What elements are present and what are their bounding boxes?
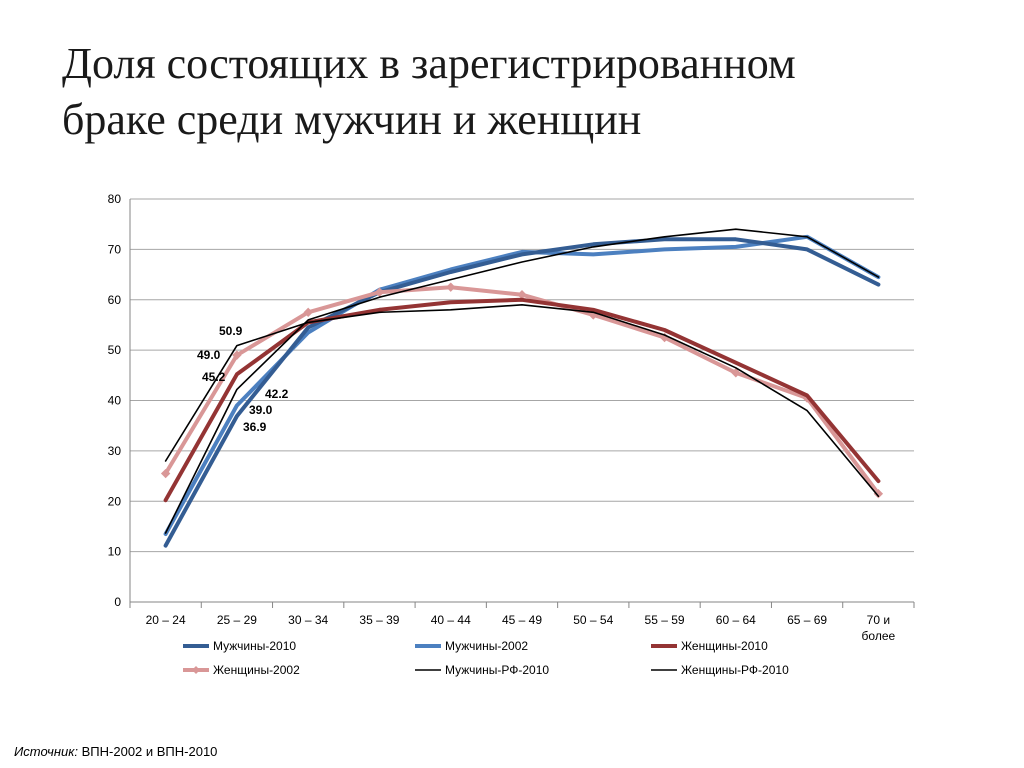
x-tick-label: 55 – 59 xyxy=(645,613,685,627)
legend-marker xyxy=(192,666,200,674)
data-label: 45.2 xyxy=(202,370,226,384)
data-label: 36.9 xyxy=(243,420,267,434)
data-point-marker xyxy=(160,468,171,479)
data-label: 50.9 xyxy=(219,324,243,338)
title-line-1: Доля состоящих в зарегистрированном xyxy=(62,39,796,88)
data-point-marker xyxy=(446,282,456,292)
x-tick-label: более xyxy=(862,629,896,643)
x-tick-label: 35 – 39 xyxy=(359,613,399,627)
legend-label: Мужчины-2002 xyxy=(445,639,528,653)
x-tick-label: 40 – 44 xyxy=(431,613,471,627)
x-tick-label: 20 – 24 xyxy=(146,613,186,627)
y-tick-label: 70 xyxy=(108,242,122,256)
data-point-marker xyxy=(232,350,242,360)
data-point-marker xyxy=(374,287,385,297)
series-line-6 xyxy=(164,303,880,498)
series-line-3 xyxy=(163,297,881,503)
series-line-5 xyxy=(164,228,880,534)
data-label: 49.0 xyxy=(197,348,221,362)
y-tick-label: 0 xyxy=(114,595,121,609)
y-tick-label: 80 xyxy=(108,192,122,206)
y-tick-label: 10 xyxy=(108,545,122,559)
title-line-2: браке среди мужчин и женщин xyxy=(62,95,642,144)
legend-label: Женщины-2002 xyxy=(213,663,300,677)
x-tick-label: 25 – 29 xyxy=(217,613,257,627)
x-tick-label: 45 – 49 xyxy=(502,613,542,627)
data-label: 42.2 xyxy=(265,387,289,401)
source-label: Источник: xyxy=(14,744,78,759)
data-point-marker xyxy=(731,368,741,378)
legend-label: Мужчины-2010 xyxy=(213,639,296,653)
legend-label: Женщины-2010 xyxy=(681,639,768,653)
legend-label: Женщины-РФ-2010 xyxy=(681,663,789,677)
y-tick-label: 50 xyxy=(108,343,122,357)
source-text: ВПН-2002 и ВПН-2010 xyxy=(81,744,218,759)
legend-label: Мужчины-РФ-2010 xyxy=(445,663,549,677)
series-line-1 xyxy=(163,237,881,548)
x-tick-label: 65 – 69 xyxy=(787,613,827,627)
x-tick-label: 70 и xyxy=(867,613,890,627)
page-title: Доля состоящих в зарегистрированном брак… xyxy=(62,36,962,148)
x-tick-label: 30 – 34 xyxy=(288,613,328,627)
x-tick-label: 60 – 64 xyxy=(716,613,756,627)
x-tick-label: 50 – 54 xyxy=(573,613,613,627)
source-note: Источник: ВПН-2002 и ВПН-2010 xyxy=(14,744,217,759)
y-tick-label: 40 xyxy=(108,394,122,408)
data-point-marker xyxy=(303,307,313,318)
y-tick-label: 20 xyxy=(108,494,122,508)
y-tick-label: 60 xyxy=(108,293,122,307)
data-label: 39.0 xyxy=(249,403,273,417)
y-tick-label: 30 xyxy=(108,444,122,458)
